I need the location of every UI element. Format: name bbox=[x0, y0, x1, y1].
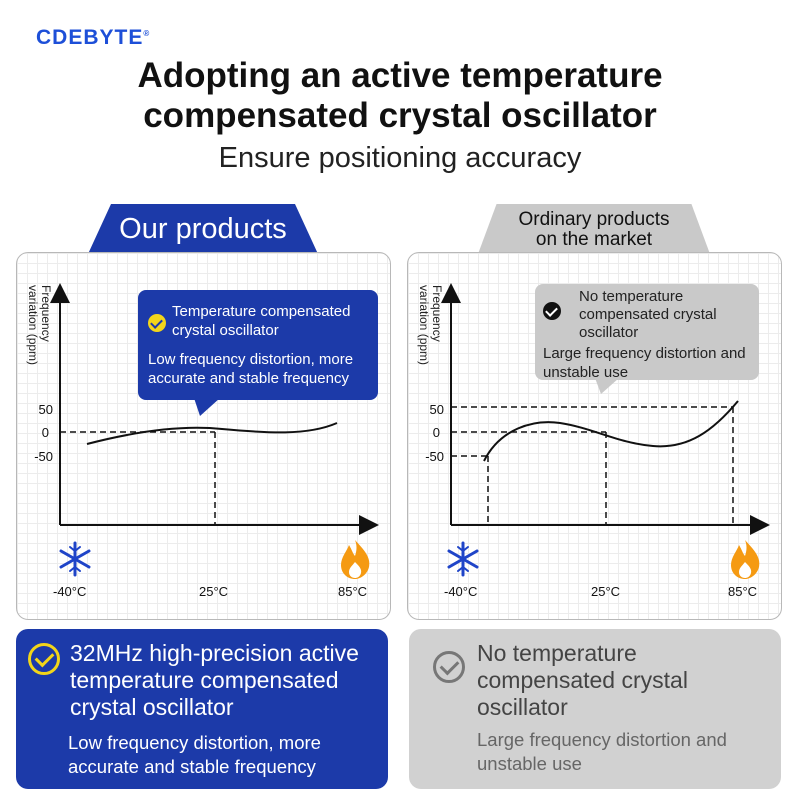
headline-line-2: compensated crystal oscillator bbox=[143, 96, 657, 135]
callout-title-row: No temperature compensated crystal oscil… bbox=[543, 288, 751, 342]
ordinary-products-callout: No temperature compensated crystal oscil… bbox=[535, 284, 759, 394]
flame-icon bbox=[731, 540, 760, 579]
ordinary-products-chart bbox=[441, 283, 770, 579]
check-circle-icon bbox=[28, 643, 60, 675]
our-products-chart-panel: Frequency variation (ppm) 50 0 -50 -40°C… bbox=[16, 252, 391, 620]
snowflake-icon bbox=[447, 541, 479, 577]
registered-mark: ® bbox=[143, 29, 151, 38]
x-tick-label: 25°C bbox=[591, 584, 621, 599]
callout-body: Low frequency distortion, more accurate … bbox=[148, 351, 354, 387]
check-circle-icon bbox=[148, 314, 166, 332]
y-axis-label-line-2: variation (ppm) bbox=[26, 285, 40, 366]
summary-body: Large frequency distortion and unstable … bbox=[477, 729, 727, 774]
brand-logo: CDEBYTE® bbox=[36, 26, 150, 50]
our-products-callout: Temperature compensated crystal oscillat… bbox=[138, 290, 378, 416]
y-axis-label-line-1: Frequency bbox=[39, 285, 53, 342]
stable-frequency-curve bbox=[86, 422, 338, 445]
ordinary-products-summary-card: No temperature compensated crystal oscil… bbox=[409, 629, 781, 789]
tab-our-products: Our products bbox=[88, 204, 318, 254]
callout-body: Large frequency distortion and unstable … bbox=[543, 345, 746, 381]
headline: Adopting an active temperature compensat… bbox=[0, 56, 800, 136]
y-axis-label-line-1: Frequency bbox=[430, 285, 444, 342]
y-axis-label-line-2: variation (ppm) bbox=[417, 285, 431, 366]
subheadline: Ensure positioning accuracy bbox=[218, 142, 582, 174]
summary-title: No temperature compensated crystal oscil… bbox=[477, 640, 688, 720]
y-tick-label: 50 bbox=[38, 402, 53, 417]
x-tick-label: -40°C bbox=[53, 584, 87, 599]
callout-title-row: Temperature compensated crystal oscillat… bbox=[148, 302, 368, 340]
callout-title: No temperature compensated crystal oscil… bbox=[579, 288, 717, 341]
check-circle-icon bbox=[543, 302, 561, 320]
y-tick-label: 0 bbox=[41, 425, 49, 440]
unstable-frequency-curve bbox=[483, 400, 739, 462]
tab-our-products-label: Our products bbox=[119, 213, 287, 245]
summary-body: Low frequency distortion, more accurate … bbox=[68, 732, 321, 777]
y-tick-label: -50 bbox=[425, 449, 444, 464]
x-tick-label: 85°C bbox=[338, 584, 368, 599]
x-tick-label: -40°C bbox=[444, 584, 478, 599]
summary-title: 32MHz high-precision active temperature … bbox=[70, 640, 359, 720]
y-axis-label: Frequency variation (ppm) bbox=[26, 285, 53, 366]
our-products-summary-card: 32MHz high-precision active temperature … bbox=[16, 629, 388, 789]
tab-ordinary-products-line-2: on the market bbox=[535, 229, 653, 250]
flame-icon bbox=[341, 540, 370, 579]
y-axis-label: Frequency variation (ppm) bbox=[417, 285, 444, 366]
ordinary-products-chart-panel: Frequency variation (ppm) 50 0 -50 -40°C… bbox=[407, 252, 782, 620]
check-circle-icon bbox=[433, 651, 465, 683]
snowflake-icon bbox=[59, 541, 91, 577]
y-tick-label: 0 bbox=[432, 425, 440, 440]
brand-name: CDEBYTE bbox=[36, 26, 144, 49]
x-tick-label: 85°C bbox=[728, 584, 758, 599]
tab-ordinary-products: Ordinary products on the market bbox=[478, 204, 710, 254]
y-tick-label: 50 bbox=[429, 402, 444, 417]
x-tick-label: 25°C bbox=[199, 584, 229, 599]
tab-ordinary-products-line-1: Ordinary products bbox=[518, 209, 670, 230]
y-tick-label: -50 bbox=[34, 449, 53, 464]
our-products-chart bbox=[50, 283, 379, 579]
callout-title: Temperature compensated crystal oscillat… bbox=[172, 303, 351, 339]
headline-line-1: Adopting an active temperature bbox=[137, 56, 663, 95]
